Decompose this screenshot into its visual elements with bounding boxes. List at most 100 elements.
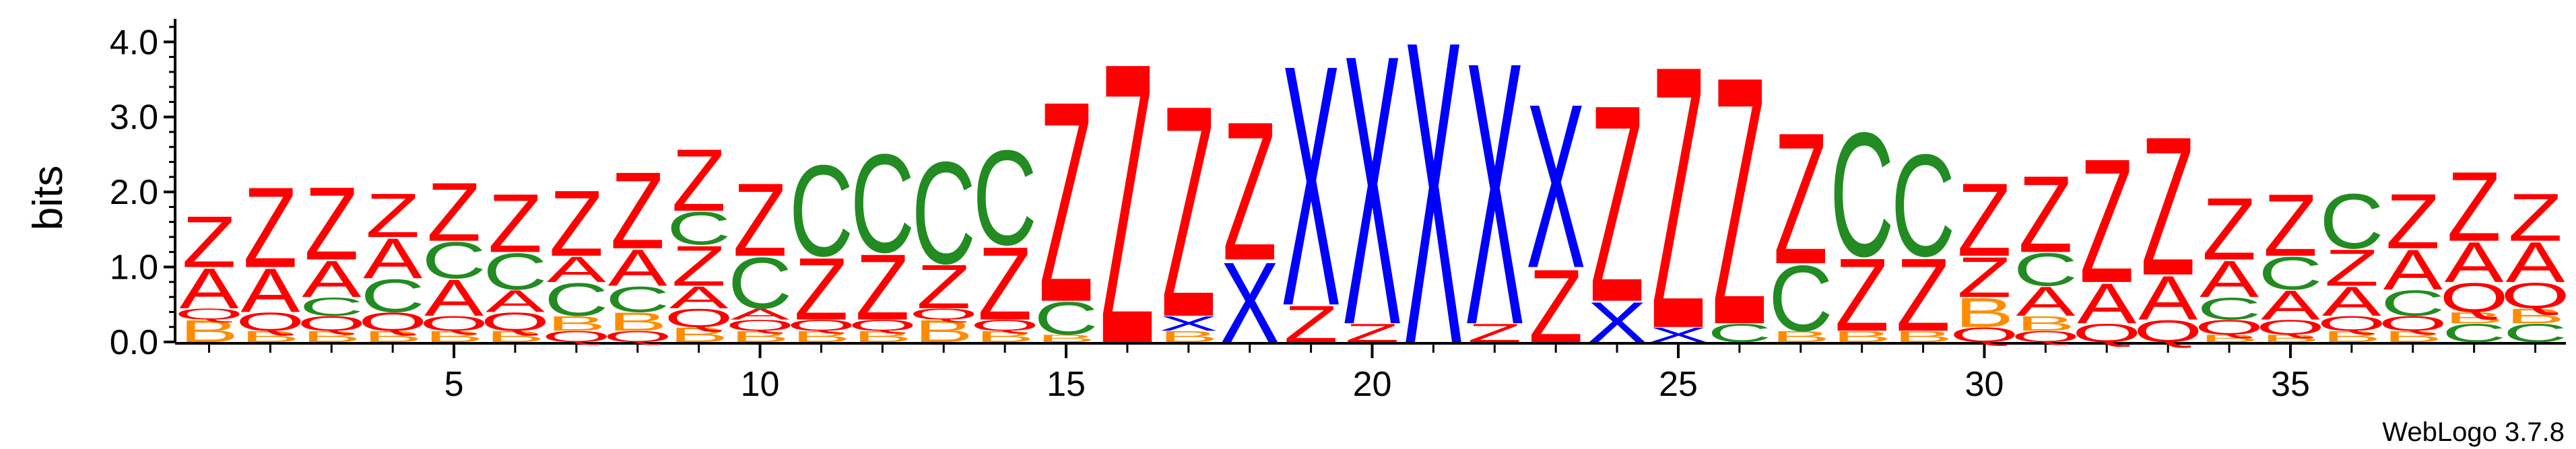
logo-letter-c: C (1830, 97, 1894, 294)
logo-letter-b: B (2505, 304, 2565, 328)
logo-letter-z: Z (671, 131, 726, 230)
logo-letter-q: Q (297, 312, 366, 336)
logo-letter-q: Q (909, 306, 979, 323)
y-tick-label: 1.0 (110, 248, 158, 287)
logo-letter-a: A (424, 269, 484, 326)
logo-glyphs: BQAZBQAZBQCAZBQCAZBQACZBQACZQBCAZQBCAZBQ… (174, 0, 2570, 434)
logo-letter-z: Z (2385, 178, 2440, 265)
logo-letter-z: Z (488, 177, 543, 270)
logo-letter-b: B (730, 328, 789, 345)
logo-letter-b: B (1036, 333, 1096, 344)
logo-letter-q: Q (2256, 316, 2325, 339)
logo-letter-b: B (424, 328, 484, 345)
logo-letter-z: Z (1345, 318, 1399, 347)
logo-letter-b: B (363, 328, 422, 345)
logo-letter-z: Z (2325, 238, 2379, 296)
logo-letter-c: C (1034, 292, 1098, 345)
logo-letter-a: A (2077, 271, 2136, 336)
logo-letter-x: X (1465, 0, 1524, 403)
logo-letter-a: A (2383, 238, 2443, 302)
logo-letter-q: Q (420, 312, 489, 336)
logo-letter-q: Q (848, 316, 917, 334)
logo-letter-a: A (669, 280, 729, 315)
logo-letter-z: Z (1467, 318, 1522, 347)
logo-letter-x: X (1282, 0, 1341, 378)
logo-letter-z: Z (733, 162, 787, 278)
logo-letter-z: Z (1100, 0, 1155, 427)
logo-letter-b: B (547, 312, 606, 336)
logo-letter-a: A (2506, 230, 2565, 294)
logo-letter-q: Q (664, 304, 733, 333)
logo-letter-c: C (1769, 246, 1832, 351)
logo-letter-a: A (547, 250, 607, 290)
logo-letter-z: Z (2018, 153, 2073, 275)
logo-letter-x: X (1403, 0, 1463, 434)
logo-letter-x: X (1220, 239, 1280, 367)
logo-letter-x: X (1649, 323, 1708, 347)
logo-letter-q: Q (2378, 312, 2447, 336)
logo-letter-q: Q (725, 316, 795, 334)
logo-letter-c: C (972, 123, 1036, 274)
logo-letter-z: Z (182, 201, 236, 283)
logo-letter-q: Q (603, 328, 672, 345)
logo-letter-q: Q (1950, 323, 2019, 347)
logo-letter-b: B (669, 323, 729, 347)
logo-letter-c: C (483, 242, 547, 300)
logo-letter-q: Q (2011, 328, 2080, 345)
logo-letter-c: C (300, 292, 364, 321)
logo-letter-b: B (179, 314, 238, 349)
logo-letter-a: A (608, 238, 667, 296)
logo-letter-a: A (486, 283, 545, 318)
logo-letter-a: A (240, 256, 300, 325)
logo-letter-q: Q (236, 307, 305, 336)
logo-letter-b: B (486, 328, 545, 345)
logo-letter-q: Q (481, 307, 550, 336)
logo-letter-b: B (2322, 328, 2381, 345)
logo-letter-c: C (667, 202, 731, 254)
logo-letter-z: Z (610, 150, 665, 272)
logo-letter-b: B (1954, 289, 2014, 336)
x-tick-label: 10 (741, 365, 780, 404)
logo-letter-z: Z (1835, 238, 1889, 353)
logo-letter-b: B (975, 328, 1034, 345)
x-tick-label: 30 (1965, 365, 2004, 404)
y-tick-label: 0.0 (110, 323, 158, 362)
y-axis-title: bits (25, 166, 71, 230)
logo-letter-b: B (2200, 333, 2259, 344)
logo-letter-z: Z (1896, 238, 1950, 353)
logo-letter-z: Z (2080, 123, 2134, 320)
x-tick-label: 25 (1659, 365, 1698, 404)
logo-letter-a: A (179, 256, 238, 320)
logo-letter-z: Z (1222, 81, 1277, 302)
logo-letter-z: Z (243, 164, 298, 291)
logo-letter-z: Z (917, 252, 971, 322)
logo-letter-z: Z (794, 240, 849, 339)
logo-letter-q: Q (2134, 314, 2203, 349)
logo-letter-c: C (605, 279, 669, 320)
logo-letter-z: Z (2202, 180, 2257, 279)
logo-letter-c: C (912, 133, 976, 296)
logo-letter-z: Z (978, 226, 1032, 342)
logo-letter-c: C (422, 231, 486, 289)
logo-letter-b: B (853, 328, 912, 345)
x-tick-label: 5 (444, 365, 464, 404)
logo-letter-z: Z (855, 234, 910, 339)
logo-letter-z: Z (671, 234, 726, 298)
logo-letter-a: A (2138, 264, 2198, 333)
logo-letter-b: B (1894, 328, 1953, 345)
logo-letter-c: C (851, 126, 915, 283)
logo-letter-c: C (2319, 178, 2383, 265)
logo-letter-c: C (2014, 244, 2078, 296)
logo-letter-c: C (2503, 318, 2567, 347)
logo-letter-q: Q (787, 316, 856, 334)
logo-letter-z: Z (1957, 245, 2012, 310)
logo-letter-z: Z (1529, 248, 1583, 364)
logo-letter-a: A (2445, 230, 2504, 294)
logo-letter-c: C (1891, 125, 1955, 287)
logo-letter-z: Z (2508, 180, 2563, 255)
logo-letter-q: Q (541, 328, 611, 345)
logo-letter-z: Z (304, 166, 359, 282)
logo-letter-c: C (728, 242, 792, 324)
logo-letter-b: B (302, 328, 361, 345)
